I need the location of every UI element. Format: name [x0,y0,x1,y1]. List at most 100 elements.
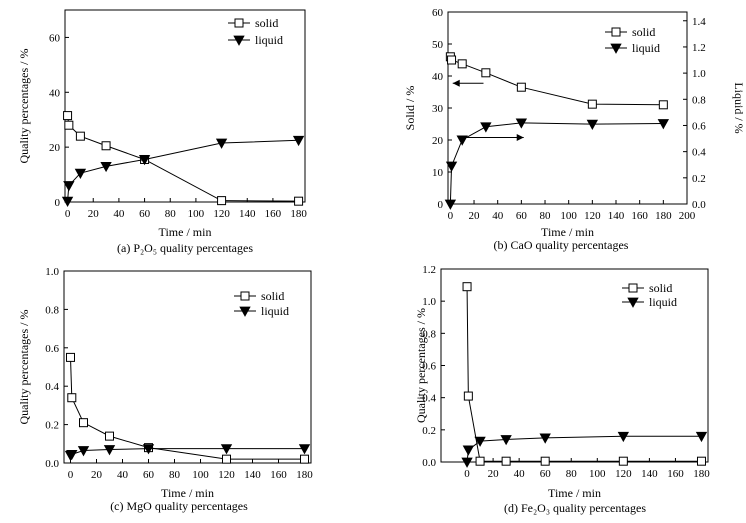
data-point-liquid [444,199,457,210]
data-point-solid [618,456,628,466]
x-tick-label: 80 [169,469,181,481]
x-tick-label: 180 [693,468,710,480]
data-point-liquid [695,431,708,443]
solid-axis-arrow-head [452,79,460,87]
x-tick-label: 40 [514,468,526,480]
x-tick-label: 180 [296,469,313,481]
x-axis-label: Time / min [548,486,601,500]
y-tick-label: 0 [438,199,444,211]
x-axis-label: Time / min [159,225,212,239]
y-tick-label: 20 [49,142,61,154]
legend-label-solid: solid [261,289,284,303]
x-axis-label: Time / min [541,225,594,239]
y-tick-label: 1.2 [422,264,436,276]
x-tick-label: 0 [448,210,454,222]
data-point-solid [463,391,473,401]
data-point-solid [658,100,668,110]
data-point-solid [696,456,706,466]
data-point-solid [516,82,526,92]
data-point-solid [447,55,457,65]
y-right-tick-label: 0.8 [692,94,706,106]
legend-label-liquid: liquid [649,295,677,309]
data-point-solid [67,393,77,403]
series-line-liquid [70,448,305,456]
data-point-solid [101,141,111,151]
legend-marker-solid [234,18,244,28]
data-point-solid [79,418,88,428]
y-tick-label: 0 [55,197,61,209]
x-tick-label: 100 [589,468,606,480]
x-tick-label: 140 [239,208,256,220]
x-tick-label: 0 [65,208,71,220]
y-tick-label: 50 [432,39,444,51]
chart-caption: (d) Fe₂O₃ quality percentages [504,501,646,515]
plot-frame [64,9,306,203]
x-tick-label: 0 [68,469,74,481]
series-line-solid [449,56,664,106]
legend-marker-liquid [233,35,245,46]
x-tick-label: 100 [560,210,577,222]
series-line-liquid [449,122,664,205]
y-tick-label: 1.0 [422,296,436,308]
x-tick-label: 20 [91,469,103,481]
data-point-liquid [462,445,475,456]
x-tick-label: 60 [139,208,151,220]
y-tick-label: 10 [432,167,444,179]
y-tick-label: 40 [49,87,61,99]
chart-caption: (b) CaO quality percentages [494,238,629,252]
y-tick-label: 0.6 [45,343,59,355]
legend-marker-liquid [627,297,639,308]
data-point-liquid [103,445,116,456]
data-point-solid [501,456,511,466]
y-right-tick-label: 0.2 [692,173,706,185]
data-point-solid [217,196,227,206]
y-right-tick-label: 1.4 [692,16,706,28]
x-tick-label: 80 [540,210,552,222]
y-right-tick-label: 1.0 [692,68,706,80]
legend-label-liquid: liquid [261,304,289,318]
data-point-liquid [63,181,75,192]
series-line-solid [466,286,702,462]
series-line-solid [70,357,305,460]
x-axis-label: Time / min [161,486,214,500]
legend-marker-liquid [610,43,622,54]
x-tick-label: 20 [469,210,481,222]
y-tick-label: 0.4 [422,393,436,405]
data-point-solid [294,196,304,206]
chart-b: 0 20 40 60 80 100 120 140 160 180 200 0 10 20 30 40 50 60… [403,7,746,252]
x-tick-label: 140 [608,210,625,222]
data-point-liquid [474,436,486,447]
data-point-solid [587,99,597,109]
x-tick-label: 160 [265,208,282,220]
legend-marker-liquid [239,306,251,317]
y-axis-label-right: Liquid / % [732,82,746,133]
data-point-liquid [586,119,599,130]
data-point-solid [457,59,467,69]
y-right-tick-label: 0.0 [692,199,706,211]
x-tick-label: 100 [192,469,209,481]
chart-caption: (c) MgO quality percentages [110,499,248,513]
legend-marker-solid [240,291,250,301]
x-tick-label: 80 [165,208,177,220]
data-point-liquid [480,122,492,133]
data-point-liquid [500,435,512,446]
data-point-liquid [66,449,78,461]
data-point-liquid [461,457,473,468]
y-tick-label: 60 [49,32,61,44]
x-tick-label: 120 [584,210,601,222]
legend-label-liquid: liquid [632,41,660,55]
x-tick-label: 160 [631,210,648,222]
x-tick-label: 60 [540,468,552,480]
y-tick-label: 20 [432,135,444,147]
y-tick-label: 60 [432,7,444,19]
y-tick-label: 0.8 [422,328,436,340]
data-point-liquid [61,196,74,208]
data-point-solid [481,68,491,78]
data-point-solid [105,431,114,441]
data-point-liquid [74,168,87,180]
y-tick-label: 1.0 [45,266,59,278]
y-right-tick-label: 1.2 [692,42,706,54]
y-axis-label: Quality percentages / % [17,49,31,164]
legend-marker-solid [628,283,638,293]
